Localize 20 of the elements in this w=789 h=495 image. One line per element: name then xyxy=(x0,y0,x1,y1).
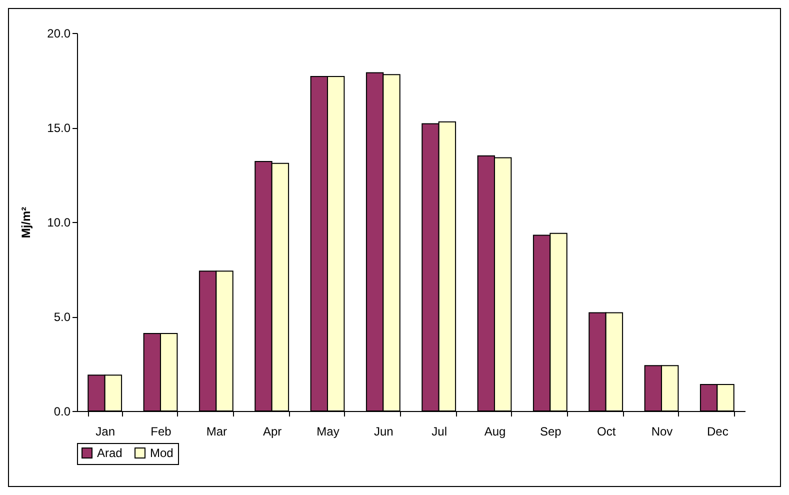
x-tick-label: Aug xyxy=(484,424,506,438)
x-tick-label: Jul xyxy=(432,424,448,438)
x-tick-label: Apr xyxy=(262,424,282,438)
legend-label: Arad xyxy=(97,446,122,460)
x-tick-label: May xyxy=(316,424,340,438)
y-tick-label: 15.0 xyxy=(47,121,71,135)
y-tick-label: 0.0 xyxy=(54,404,71,418)
y-tick-label: 20.0 xyxy=(47,26,71,40)
x-tick-label: Nov xyxy=(651,424,673,438)
x-tick-label: Jun xyxy=(374,424,394,438)
x-tick-label: Feb xyxy=(150,424,172,438)
x-tick-label: Oct xyxy=(596,424,616,438)
x-tick-label: Mar xyxy=(206,424,228,438)
legend-label: Mod xyxy=(150,446,174,460)
y-axis-title: Mj/m² xyxy=(19,206,34,238)
y-tick-label: 10.0 xyxy=(47,216,71,230)
x-tick-label: Jan xyxy=(96,424,116,438)
x-tick-label: Dec xyxy=(706,424,728,438)
x-tick-label: Sep xyxy=(540,424,562,438)
y-tick-label: 5.0 xyxy=(54,310,71,324)
